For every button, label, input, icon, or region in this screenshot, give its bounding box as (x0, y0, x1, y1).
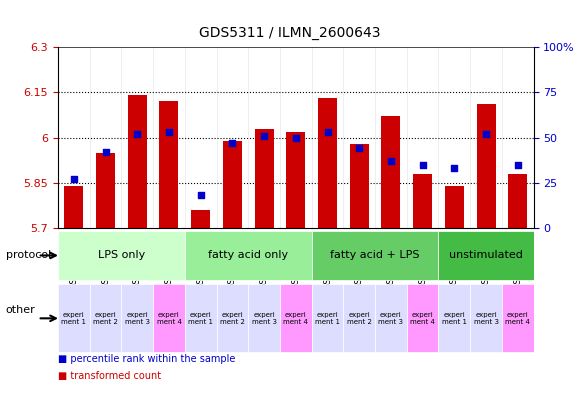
Bar (413, 174, 432, 228)
Point (291, 134, 300, 141)
Text: experi
ment 2: experi ment 2 (347, 312, 372, 325)
FancyBboxPatch shape (407, 285, 438, 352)
Bar (508, 174, 527, 228)
Bar (191, 210, 210, 228)
FancyBboxPatch shape (343, 285, 375, 352)
Text: fatty acid only: fatty acid only (208, 250, 288, 261)
Text: experi
ment 3: experi ment 3 (473, 312, 499, 325)
FancyBboxPatch shape (438, 285, 470, 352)
FancyBboxPatch shape (502, 285, 534, 352)
Point (323, 129, 332, 135)
Text: experi
ment 1: experi ment 1 (442, 312, 467, 325)
FancyBboxPatch shape (153, 285, 185, 352)
Bar (350, 143, 369, 228)
Text: ■ transformed count: ■ transformed count (58, 371, 161, 381)
Point (259, 132, 269, 139)
Bar (255, 129, 274, 228)
Bar (223, 141, 242, 228)
FancyBboxPatch shape (185, 285, 216, 352)
Text: experi
ment 2: experi ment 2 (93, 312, 118, 325)
Point (481, 131, 491, 137)
FancyBboxPatch shape (90, 285, 121, 352)
Bar (128, 95, 147, 228)
FancyBboxPatch shape (58, 285, 90, 352)
Text: experi
ment 4: experi ment 4 (157, 312, 182, 325)
Point (418, 162, 427, 168)
Point (354, 145, 364, 152)
Text: LPS only: LPS only (98, 250, 145, 261)
Text: experi
ment 3: experi ment 3 (125, 312, 150, 325)
Text: ■ percentile rank within the sample: ■ percentile rank within the sample (58, 354, 235, 364)
Bar (445, 186, 464, 228)
FancyBboxPatch shape (280, 285, 311, 352)
Point (196, 192, 205, 198)
Bar (160, 101, 179, 228)
Text: experi
ment 3: experi ment 3 (252, 312, 277, 325)
Bar (318, 98, 337, 228)
FancyBboxPatch shape (470, 285, 502, 352)
FancyBboxPatch shape (375, 285, 407, 352)
Bar (382, 116, 400, 228)
Text: experi
ment 3: experi ment 3 (378, 312, 404, 325)
FancyBboxPatch shape (248, 285, 280, 352)
Text: experi
ment 1: experi ment 1 (61, 312, 86, 325)
FancyBboxPatch shape (185, 231, 311, 280)
FancyBboxPatch shape (438, 231, 534, 280)
Bar (96, 152, 115, 228)
Text: fatty acid + LPS: fatty acid + LPS (331, 250, 420, 261)
Text: experi
ment 4: experi ment 4 (505, 312, 530, 325)
Text: experi
ment 1: experi ment 1 (188, 312, 213, 325)
Text: unstimulated: unstimulated (449, 250, 523, 261)
Text: experi
ment 4: experi ment 4 (284, 312, 308, 325)
Point (164, 129, 173, 135)
FancyBboxPatch shape (216, 285, 248, 352)
Text: other: other (6, 305, 35, 316)
FancyBboxPatch shape (58, 231, 185, 280)
Point (69, 176, 78, 182)
FancyBboxPatch shape (121, 285, 153, 352)
Point (228, 140, 237, 146)
Point (101, 149, 110, 155)
Text: experi
ment 4: experi ment 4 (410, 312, 435, 325)
Bar (287, 132, 305, 228)
Point (386, 158, 396, 164)
FancyBboxPatch shape (311, 285, 343, 352)
Text: protocol: protocol (6, 250, 51, 261)
Point (513, 162, 523, 168)
Bar (64, 186, 84, 228)
Text: experi
ment 1: experi ment 1 (315, 312, 340, 325)
Text: experi
ment 2: experi ment 2 (220, 312, 245, 325)
Text: GDS5311 / ILMN_2600643: GDS5311 / ILMN_2600643 (200, 26, 380, 40)
FancyBboxPatch shape (311, 231, 438, 280)
Point (450, 165, 459, 171)
Bar (477, 105, 495, 228)
Point (133, 131, 142, 137)
